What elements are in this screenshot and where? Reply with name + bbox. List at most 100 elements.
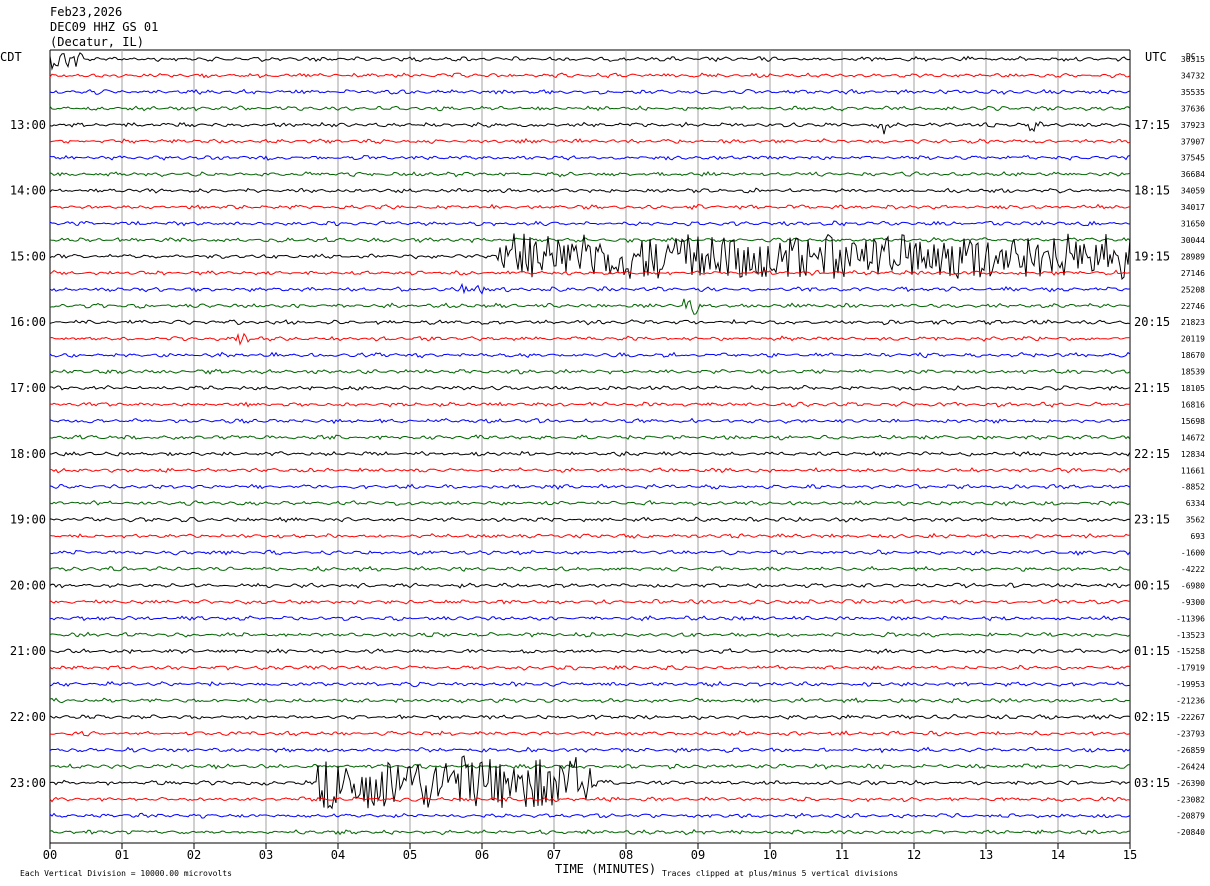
x-tick-label-00: 00: [43, 848, 57, 862]
trace-0: [49, 52, 1131, 71]
dc-offset-6: 37545: [1181, 154, 1205, 163]
left-hour-label-10: 23:00: [10, 776, 46, 790]
right-hour-label-1: 18:15: [1134, 184, 1170, 198]
trace-4: [49, 121, 1131, 135]
dc-offset-9: 34017: [1181, 203, 1205, 212]
dc-offset-40: -22267: [1176, 713, 1205, 722]
dc-offset-35: -13523: [1176, 631, 1205, 640]
dc-offset-45: -23082: [1176, 795, 1205, 804]
right-zone-label: UTC: [1145, 50, 1167, 64]
left-hour-label-4: 17:00: [10, 381, 46, 395]
trace-35: [49, 631, 1131, 638]
dc-offset-37: -17919: [1176, 664, 1205, 673]
dc-offset-36: -15258: [1176, 647, 1205, 656]
trace-9: [49, 203, 1131, 211]
right-hour-label-2: 19:15: [1134, 249, 1170, 263]
right-hour-label-3: 20:15: [1134, 315, 1170, 329]
x-tick-label-04: 04: [331, 848, 345, 862]
trace-40: [49, 714, 1131, 721]
left-hour-label-0: 13:00: [10, 118, 46, 132]
x-tick-label-09: 09: [691, 848, 705, 862]
dc-offset-23: 14672: [1181, 433, 1205, 442]
trace-2: [49, 88, 1131, 95]
dc-label: DC: [1186, 52, 1196, 61]
trace-41: [49, 730, 1131, 737]
trace-43: [49, 763, 1130, 770]
left-hour-label-8: 21:00: [10, 644, 46, 658]
trace-38: [49, 680, 1131, 688]
dc-offset-33: -9300: [1181, 598, 1205, 607]
date-label: Feb23,2026: [50, 5, 123, 19]
trace-16: [49, 318, 1131, 326]
x-tick-label-15: 15: [1123, 848, 1137, 862]
x-tick-label-02: 02: [187, 848, 201, 862]
trace-42: [49, 746, 1131, 754]
x-tick-label-11: 11: [835, 848, 849, 862]
dc-offset-14: 25208: [1181, 285, 1205, 294]
trace-22: [49, 417, 1131, 425]
trace-14: [49, 282, 1131, 295]
dc-offset-4: 37923: [1181, 121, 1205, 130]
trace-29: [49, 532, 1131, 539]
x-tick-label-08: 08: [619, 848, 633, 862]
trace-28: [49, 516, 1131, 523]
left-hour-label-2: 15:00: [10, 249, 46, 263]
x-tick-label-03: 03: [259, 848, 273, 862]
right-hour-label-0: 17:15: [1134, 118, 1170, 132]
left-hour-label-9: 22:00: [10, 710, 46, 724]
trace-12: [49, 233, 1131, 281]
trace-17: [49, 332, 1131, 346]
trace-36: [49, 647, 1131, 655]
trace-24: [49, 450, 1131, 457]
right-hour-label-10: 03:15: [1134, 776, 1170, 790]
trace-23: [49, 434, 1131, 441]
trace-21: [49, 401, 1131, 408]
trace-18: [49, 351, 1131, 359]
trace-15: [49, 298, 1131, 315]
dc-offset-47: -20840: [1176, 828, 1205, 837]
dc-offset-20: 18105: [1181, 384, 1205, 393]
dc-offset-25: 11661: [1181, 466, 1205, 475]
dc-offset-19: 18539: [1181, 368, 1205, 377]
x-tick-label-13: 13: [979, 848, 993, 862]
dc-offset-21: 16816: [1181, 400, 1205, 409]
dc-offset-24: 12834: [1181, 450, 1205, 459]
trace-27: [49, 500, 1131, 507]
trace-1: [49, 72, 1131, 79]
dc-offset-32: -6980: [1181, 581, 1205, 590]
left-hour-label-5: 18:00: [10, 447, 46, 461]
station-label: DEC09 HHZ GS 01: [50, 20, 159, 34]
dc-offset-26: -8852: [1181, 483, 1205, 492]
location-label: (Decatur, IL): [50, 35, 144, 49]
dc-offset-46: -20879: [1176, 812, 1205, 821]
trace-39: [49, 697, 1131, 704]
dc-offset-18: 18670: [1181, 351, 1205, 360]
trace-46: [49, 812, 1131, 819]
dc-offset-1: 34732: [1181, 71, 1205, 80]
trace-44: [49, 755, 1131, 810]
dc-offset-5: 37907: [1181, 137, 1205, 146]
left-hour-label-1: 14:00: [10, 184, 46, 198]
dc-offset-30: -1600: [1181, 549, 1205, 558]
dc-offset-13: 27146: [1181, 269, 1205, 278]
dc-offset-10: 31650: [1181, 220, 1205, 229]
trace-33: [49, 598, 1131, 605]
trace-5: [49, 137, 1131, 145]
x-tick-label-14: 14: [1051, 848, 1065, 862]
trace-3: [49, 105, 1131, 112]
trace-31: [49, 565, 1131, 572]
trace-32: [49, 582, 1131, 589]
x-axis-title: TIME (MINUTES): [555, 862, 657, 876]
x-tick-label-10: 10: [763, 848, 777, 862]
dc-offset-15: 22746: [1181, 302, 1205, 311]
trace-10: [49, 220, 1131, 227]
left-hour-label-3: 16:00: [10, 315, 46, 329]
right-hour-label-4: 21:15: [1134, 381, 1170, 395]
trace-47: [49, 828, 1131, 836]
trace-30: [49, 549, 1131, 556]
dc-offset-8: 34059: [1181, 187, 1205, 196]
right-hour-label-8: 01:15: [1134, 644, 1170, 658]
dc-offset-7: 36684: [1181, 170, 1205, 179]
trace-19: [49, 368, 1131, 375]
